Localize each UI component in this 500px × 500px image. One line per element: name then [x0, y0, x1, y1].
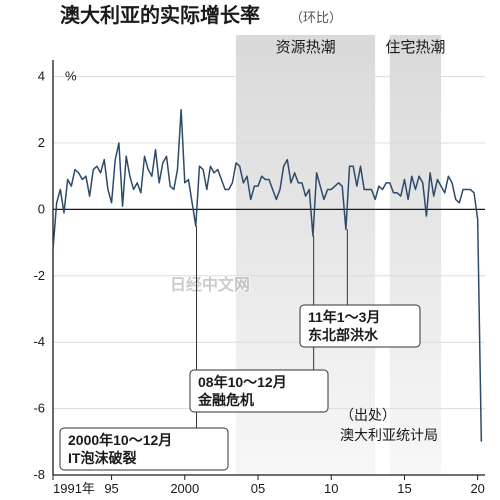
- source-label: （出处）: [340, 407, 396, 423]
- ytick-label: 2: [38, 135, 45, 150]
- ytick-label: -2: [33, 268, 45, 283]
- watermark: 日经中文网: [170, 275, 250, 294]
- callout-line1: 11年1～3月: [308, 309, 380, 325]
- xtick-label: 1991年: [53, 481, 95, 496]
- callout-line2: 东北部洪水: [308, 327, 379, 343]
- region-label: 资源热潮: [276, 39, 336, 56]
- source-name: 澳大利亚统计局: [340, 427, 438, 443]
- ytick-label: -8: [33, 467, 45, 482]
- callout-line2: 金融危机: [197, 392, 254, 408]
- chart-title: 澳大利亚的实际增长率: [60, 3, 260, 27]
- callout-line1: 2000年10～12月: [68, 432, 172, 448]
- region-label: 住宅热潮: [385, 39, 445, 56]
- ytick-label: 0: [38, 201, 45, 216]
- ytick-label: -6: [33, 401, 45, 416]
- xtick-label: 2000: [170, 481, 199, 496]
- xtick-label: 15: [397, 481, 411, 496]
- ytick-label: -4: [33, 334, 45, 349]
- unit-label: %: [65, 69, 77, 84]
- chart-container: 资源热潮 住宅热潮 -8 -6 -4 -2 0 2 4 1991年 95 2000 05 10 15 20% 日…: [0, 0, 500, 500]
- xtick-label: 05: [251, 481, 265, 496]
- xtick-label: 10: [324, 481, 338, 496]
- chart-svg: 资源热潮 住宅热潮 -8 -6 -4 -2 0 2 4 1991年 95 2000 05 10 15 20% 日…: [0, 0, 500, 500]
- chart-subtitle: （环比）: [290, 10, 342, 25]
- xtick-label: 95: [104, 481, 118, 496]
- callout-line2: IT泡沫破裂: [68, 450, 136, 466]
- callout-line1: 08年10～12月: [198, 374, 287, 390]
- xtick-label: 20: [470, 481, 484, 496]
- ytick-label: 4: [38, 69, 45, 84]
